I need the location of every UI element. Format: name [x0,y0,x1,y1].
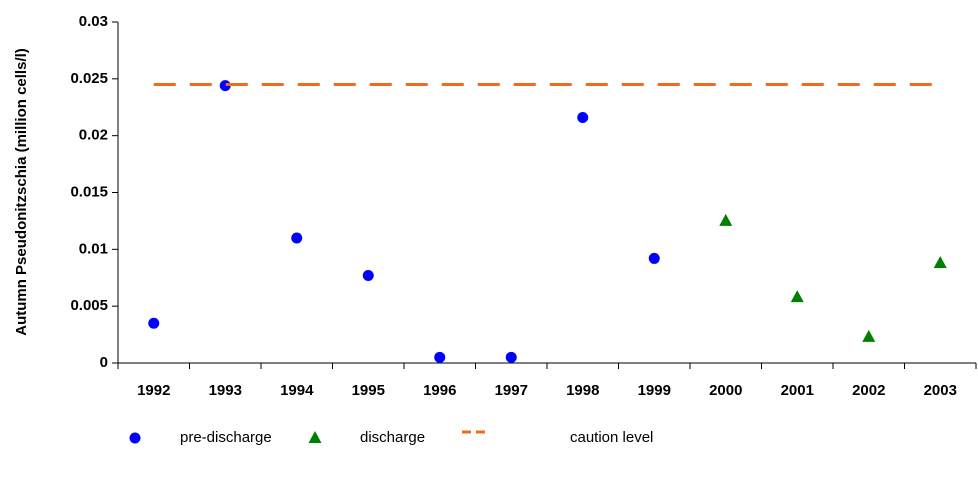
pre-discharge-point [648,252,660,264]
x-tick-label: 2003 [924,382,957,399]
y-tick-label: 0.015 [70,183,108,200]
discharge-point [933,255,947,268]
y-tick-label: 0 [100,354,108,371]
y-tick-label: 0.01 [79,240,108,257]
pre-discharge-point [148,317,160,329]
discharge-point [790,290,804,303]
y-tick-label: 0.03 [79,13,108,30]
discharge-point [719,213,733,226]
x-tick-label: 1992 [137,382,170,399]
x-tick-label: 1999 [638,382,671,399]
legend-label: caution level [570,429,653,446]
x-tick-label: 2000 [709,382,742,399]
pre-discharge-point [291,232,303,244]
y-tick-label: 0.005 [70,297,108,314]
legend-swatch [129,432,141,444]
x-tick-label: 2002 [852,382,885,399]
legend-label: pre-discharge [180,429,272,446]
pre-discharge-point [362,269,374,281]
legend-label: discharge [360,429,425,446]
pre-discharge-point [219,80,231,92]
legend-swatch [308,431,322,443]
x-tick-label: 1995 [352,382,385,399]
discharge-point [862,329,876,342]
pre-discharge-point [434,351,446,363]
x-tick-label: 1997 [495,382,528,399]
pre-discharge-point [505,351,517,363]
x-tick-label: 1998 [566,382,599,399]
x-tick-label: 1993 [209,382,242,399]
x-tick-label: 1996 [423,382,456,399]
y-tick-label: 0.02 [79,127,108,144]
x-tick-label: 1994 [280,382,314,399]
y-axis-label: Autumn Pseudonitzschia (million cells/l) [13,48,30,336]
x-tick-label: 2001 [781,382,814,399]
pre-discharge-point [577,111,589,123]
y-tick-label: 0.025 [70,70,108,87]
